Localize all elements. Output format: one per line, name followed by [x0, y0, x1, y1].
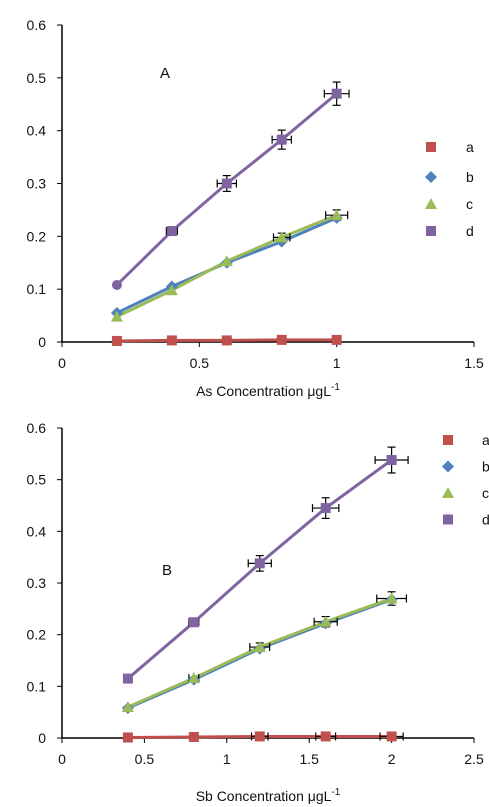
- y-tick-label: 0.3: [27, 575, 47, 591]
- legend-marker-a: [426, 142, 436, 152]
- data-point-c: [110, 310, 123, 322]
- data-point-c: [121, 701, 134, 712]
- data-point-a: [122, 732, 133, 743]
- y-tick-label: 0: [38, 334, 46, 350]
- data-point-d: [276, 134, 287, 145]
- x-axis-title-superscript: -1: [331, 787, 340, 798]
- x-tick-label: 2: [388, 751, 396, 767]
- y-tick-label: 0.1: [27, 678, 47, 694]
- data-point-a: [331, 334, 342, 345]
- x-tick-label: 1.5: [464, 355, 484, 371]
- x-tick-label: 0.5: [135, 751, 155, 767]
- chart-panel-a: 0 0.1 0.2 0.3 0.4 0.5 0.6 0 0.5 1 1.5 As Concentrat…: [27, 17, 484, 399]
- x-axis-title-text: Sb Concentration μgL: [196, 788, 332, 804]
- x-tick-label: 0: [58, 751, 66, 767]
- panel-label: A: [160, 65, 170, 82]
- data-point-d: [122, 673, 133, 684]
- x-tick-label: 0: [58, 355, 66, 371]
- x-axis-title-text: As Concentration μgL: [196, 383, 331, 399]
- data-point-c: [385, 592, 398, 604]
- x-tick-label: 1: [333, 355, 341, 371]
- legend-label-d: d: [466, 223, 474, 239]
- legend-marker-d: [443, 514, 453, 525]
- x-axis-title: Sb Concentration μgL-1: [196, 787, 341, 804]
- x-tick-label: 2.5: [464, 751, 484, 767]
- y-tick-label: 0.6: [27, 17, 47, 33]
- data-point-d: [386, 455, 397, 466]
- data-point-a: [111, 335, 122, 346]
- y-tick-label: 0.1: [27, 281, 47, 297]
- legend-marker-b: [425, 171, 437, 183]
- data-point-a: [188, 731, 199, 742]
- data-point-c: [275, 231, 288, 243]
- x-tick-label: 1.5: [299, 751, 319, 767]
- data-point-c: [253, 641, 266, 653]
- data-point-d: [331, 88, 342, 99]
- legend-label-a: a: [482, 432, 489, 448]
- panel-label: B: [162, 562, 172, 579]
- data-point-c: [220, 255, 233, 267]
- legend-label-c: c: [482, 485, 489, 501]
- y-tick-label: 0.6: [27, 420, 47, 436]
- data-point-d: [254, 558, 265, 569]
- data-point-c: [319, 615, 332, 627]
- data-point-d: [221, 178, 232, 189]
- x-tick-label: 0.5: [190, 355, 210, 371]
- legend-label-a: a: [466, 139, 474, 155]
- x-axis-title-superscript: -1: [331, 382, 340, 393]
- y-tick-label: 0: [38, 730, 46, 746]
- legend-label-b: b: [466, 169, 474, 185]
- legend-marker-d: [426, 226, 436, 236]
- y-tick-label: 0.4: [27, 123, 47, 139]
- y-tick-label: 0.5: [27, 472, 47, 488]
- legend-marker-c: [425, 198, 437, 209]
- y-tick-label: 0.3: [27, 176, 47, 192]
- y-tick-label: 0.5: [27, 70, 47, 86]
- data-point-c: [165, 284, 178, 296]
- data-point-a: [320, 731, 331, 742]
- legend-marker-a: [443, 435, 453, 445]
- data-point-d: [111, 279, 122, 290]
- y-tick-label: 0.4: [27, 523, 47, 539]
- y-tick-label: 0.2: [27, 228, 47, 244]
- data-point-c: [330, 209, 343, 221]
- y-tick-label: 0.2: [27, 627, 47, 643]
- legend-marker-b: [442, 460, 454, 473]
- legend-marker-c: [442, 487, 454, 498]
- legend-label-b: b: [482, 459, 489, 475]
- x-tick-label: 1: [223, 751, 231, 767]
- data-point-d: [166, 226, 177, 237]
- data-point-a: [276, 334, 287, 345]
- data-point-a: [386, 731, 397, 742]
- data-point-d: [320, 503, 331, 514]
- data-point-c: [187, 672, 200, 684]
- legend-label-c: c: [466, 196, 473, 212]
- data-point-a: [166, 335, 177, 346]
- legend-label-d: d: [482, 512, 489, 528]
- x-axis-title: As Concentration μgL-1: [196, 382, 340, 399]
- data-point-a: [221, 335, 232, 346]
- chart-panel-b: 0 0.1 0.2 0.3 0.4 0.5 0.6 0 0.5 1 1.5 2 2.5 Sb Concen…: [27, 420, 489, 804]
- data-point-a: [254, 731, 265, 742]
- data-point-d: [188, 617, 199, 628]
